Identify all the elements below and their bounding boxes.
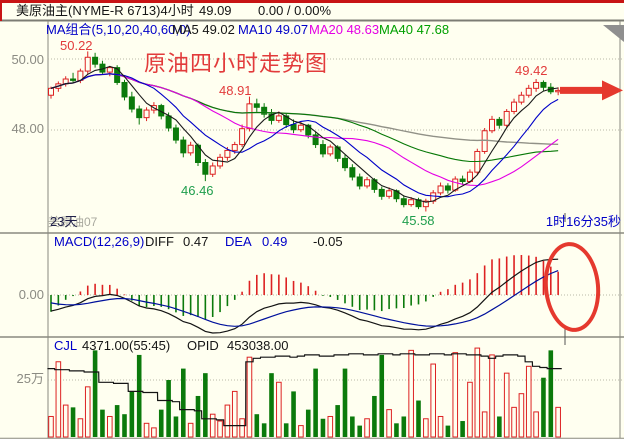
label-mid-low: 46.46 xyxy=(181,183,214,198)
label-global-low: 45.58 xyxy=(402,213,435,228)
price-change: 0.00 / 0.00% xyxy=(258,3,331,18)
macd-hist-value: -0.05 xyxy=(313,234,343,249)
macd-dea-label: DEA xyxy=(225,234,252,249)
macd-diff-value: 0.47 xyxy=(183,234,209,249)
macd-zero-axis-label: 0.00 xyxy=(18,287,44,302)
last-price: 49.09 xyxy=(199,3,232,18)
instrument-title: 美原油主(NYME-R 6713)4小时 xyxy=(16,3,194,18)
ma20-value: MA20 48.63 xyxy=(309,22,380,37)
macd-panel-series xyxy=(50,255,559,334)
macd-diff-label: DIFF xyxy=(145,234,174,249)
ma40-value: MA40 47.68 xyxy=(379,22,450,37)
opid-label: OPID xyxy=(187,338,219,353)
opid-value: 453038.00 xyxy=(227,338,289,353)
label-recent-high: 49.42 xyxy=(515,63,548,78)
ma5-value: MA5 49.02 xyxy=(172,22,235,37)
macd-dea-value: 0.49 xyxy=(262,234,288,249)
cjl-label: CJL xyxy=(54,338,78,353)
window-left-border xyxy=(0,0,2,21)
label-rebound-high: 48.91 xyxy=(219,83,252,98)
days-remaining-label: 23天 xyxy=(50,214,78,229)
volume-panel-series xyxy=(47,347,562,438)
price-axis-label-50: 50.00 xyxy=(11,52,44,67)
countdown-timer: 1时16分35秒 xyxy=(545,214,621,229)
chart-title: 原油四小时走势图 xyxy=(144,51,329,76)
label-peak-high: 50.22 xyxy=(60,38,93,53)
ma10-value: MA10 49.07 xyxy=(238,22,309,37)
price-axis-label-48: 48.00 xyxy=(11,121,44,136)
ma-lines xyxy=(50,65,559,203)
ma-legend-group: MA组合(5,10,20,40,60,0) xyxy=(46,22,191,37)
cjl-value: 4371.00(55:45) xyxy=(82,338,171,353)
macd-indicator-name: MACD(12,26,9) xyxy=(54,234,145,249)
volume-axis-label-25w: 25万 xyxy=(16,371,44,386)
window-top-border xyxy=(0,0,624,3)
red-arrow-annotation xyxy=(560,80,623,101)
contract-label: 美原油07 xyxy=(48,215,98,229)
